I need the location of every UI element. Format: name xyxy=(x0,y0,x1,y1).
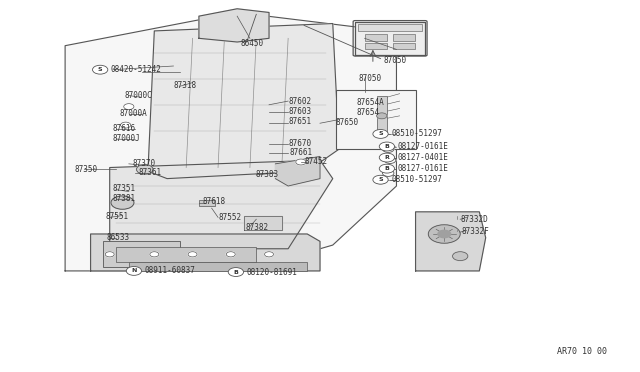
Circle shape xyxy=(375,131,387,138)
Circle shape xyxy=(380,142,394,151)
Text: 87050: 87050 xyxy=(359,74,382,83)
Text: 87603: 87603 xyxy=(288,106,311,116)
Text: 08120-81691: 08120-81691 xyxy=(246,267,298,276)
Text: 87318: 87318 xyxy=(173,81,196,90)
Text: 87000A: 87000A xyxy=(119,109,147,118)
Polygon shape xyxy=(244,215,282,230)
Text: AR70 10 00: AR70 10 00 xyxy=(557,347,607,356)
Polygon shape xyxy=(109,160,333,249)
Polygon shape xyxy=(148,23,339,179)
Text: 87332D: 87332D xyxy=(460,215,488,224)
Text: 87618: 87618 xyxy=(202,198,225,206)
Bar xyxy=(358,24,422,31)
Text: 87381: 87381 xyxy=(113,194,136,203)
Circle shape xyxy=(150,252,159,257)
Bar xyxy=(336,90,415,149)
Circle shape xyxy=(124,104,134,110)
Text: 86533: 86533 xyxy=(106,233,130,242)
Text: B: B xyxy=(385,166,389,171)
Circle shape xyxy=(375,177,387,184)
Text: 87616: 87616 xyxy=(113,124,136,132)
Bar xyxy=(199,200,215,206)
Polygon shape xyxy=(199,9,269,42)
Text: B: B xyxy=(234,270,238,275)
Bar xyxy=(103,241,180,267)
Circle shape xyxy=(264,252,273,257)
Circle shape xyxy=(188,252,197,257)
Text: 87383: 87383 xyxy=(255,170,278,179)
Circle shape xyxy=(228,267,244,276)
Text: 87654A: 87654A xyxy=(356,99,384,108)
Text: 87552: 87552 xyxy=(218,213,241,222)
Text: 86450: 86450 xyxy=(241,39,264,48)
Circle shape xyxy=(93,65,108,74)
Text: 87551: 87551 xyxy=(105,212,129,221)
Text: 87361: 87361 xyxy=(138,168,161,177)
Bar xyxy=(365,34,387,41)
Bar xyxy=(365,43,387,49)
Circle shape xyxy=(428,225,460,243)
Text: 08510-51297: 08510-51297 xyxy=(392,175,442,184)
Text: N: N xyxy=(131,269,136,273)
Text: 87000J: 87000J xyxy=(113,134,141,143)
Polygon shape xyxy=(415,212,486,271)
Circle shape xyxy=(111,196,134,209)
Text: R: R xyxy=(385,155,389,160)
Text: 08510-51297: 08510-51297 xyxy=(392,129,442,138)
Bar xyxy=(393,34,415,41)
Polygon shape xyxy=(91,234,320,271)
Polygon shape xyxy=(275,157,320,186)
Circle shape xyxy=(383,170,394,176)
Text: S: S xyxy=(98,67,102,72)
Text: 08420-51242: 08420-51242 xyxy=(111,65,162,74)
Polygon shape xyxy=(355,22,425,55)
Text: 87670: 87670 xyxy=(288,139,311,148)
Circle shape xyxy=(380,164,394,173)
Circle shape xyxy=(438,230,451,238)
Text: 87000C: 87000C xyxy=(124,91,152,100)
Text: 08127-0161E: 08127-0161E xyxy=(397,142,449,151)
Text: S: S xyxy=(378,177,383,182)
Circle shape xyxy=(380,153,394,162)
Circle shape xyxy=(373,175,388,184)
Text: 87452: 87452 xyxy=(305,157,328,166)
Text: 87650: 87650 xyxy=(336,118,359,127)
Text: 87651: 87651 xyxy=(288,117,311,126)
Text: 87351: 87351 xyxy=(113,185,136,193)
Circle shape xyxy=(377,113,387,119)
Circle shape xyxy=(136,164,153,174)
Text: B: B xyxy=(385,144,389,149)
Circle shape xyxy=(105,252,114,257)
Polygon shape xyxy=(65,13,396,271)
Text: 08127-0401E: 08127-0401E xyxy=(397,153,449,162)
Circle shape xyxy=(227,252,236,257)
Circle shape xyxy=(383,146,394,153)
Text: 87602: 87602 xyxy=(288,97,311,106)
Circle shape xyxy=(296,159,306,165)
Text: 87370: 87370 xyxy=(132,159,155,169)
Circle shape xyxy=(373,129,388,138)
Text: S: S xyxy=(378,131,383,137)
Text: 87332F: 87332F xyxy=(461,227,489,236)
Text: 87350: 87350 xyxy=(75,164,98,173)
Text: 08127-0161E: 08127-0161E xyxy=(397,164,449,173)
Circle shape xyxy=(452,252,468,260)
Circle shape xyxy=(120,122,131,128)
Circle shape xyxy=(126,266,141,275)
Text: 87382: 87382 xyxy=(246,223,269,232)
Bar xyxy=(378,96,387,132)
Text: 08911-60837: 08911-60837 xyxy=(145,266,196,275)
Circle shape xyxy=(385,157,396,163)
Bar xyxy=(116,247,256,262)
Text: 87661: 87661 xyxy=(289,148,312,157)
Text: 87654: 87654 xyxy=(356,108,380,117)
Text: 87050: 87050 xyxy=(384,56,407,65)
Bar xyxy=(129,262,307,271)
Bar xyxy=(393,43,415,49)
